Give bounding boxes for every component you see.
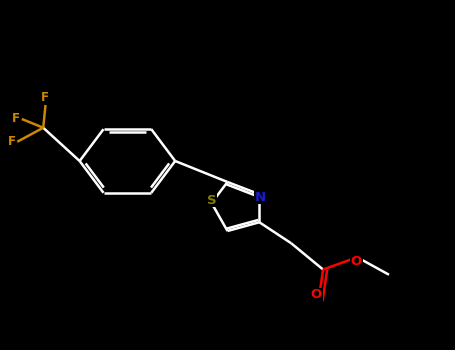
Text: O: O <box>311 288 322 301</box>
Text: N: N <box>255 190 266 204</box>
Text: F: F <box>11 112 20 125</box>
Text: O: O <box>351 255 362 268</box>
Text: F: F <box>8 134 16 148</box>
Text: F: F <box>40 91 49 104</box>
Text: S: S <box>207 194 217 207</box>
